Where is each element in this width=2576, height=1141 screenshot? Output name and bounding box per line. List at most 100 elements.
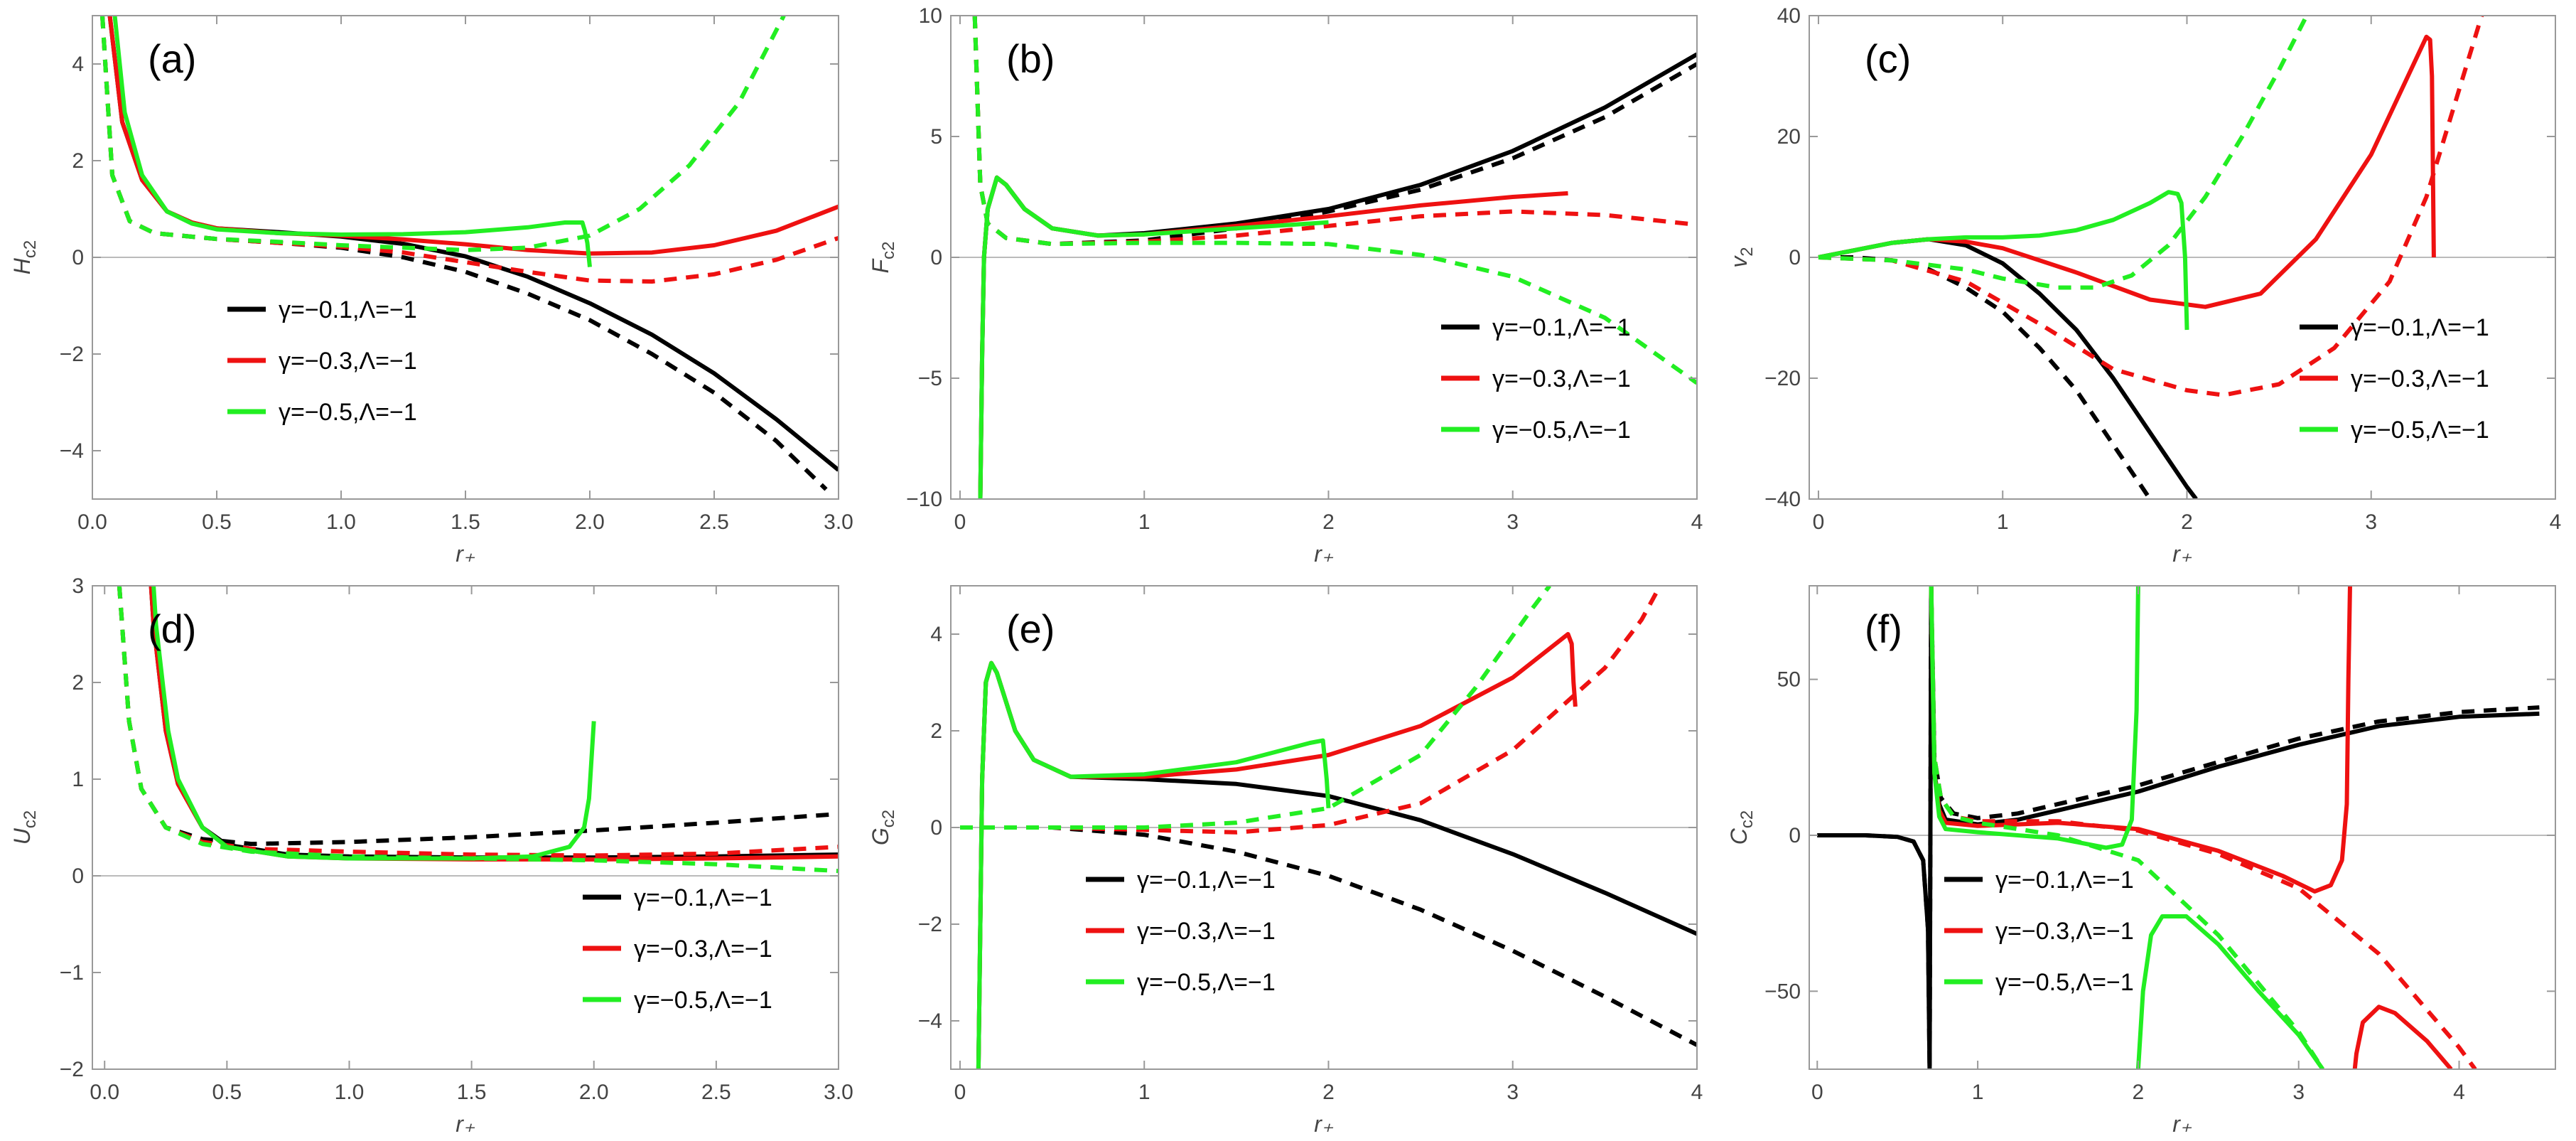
chart-d-ytick-label-4: 2 — [72, 671, 84, 695]
chart-d-xtick-label-1: 0.5 — [212, 1081, 242, 1104]
chart-d-ytick-label-0: −2 — [60, 1058, 84, 1081]
chart-f-svg: 0 1 2 3 4 −50 0 50 r₊ Cc2 (f) γ=−0.1,Λ=−1 γ=−0.3,Λ=−… — [1726, 585, 2556, 1137]
chart-c-xlabel: r₊ — [2172, 541, 2192, 567]
chart-c-series-5 — [1818, 16, 2309, 290]
chart-d-xlabel: r₊ — [456, 1111, 475, 1137]
chart-e-ytick-label-3: 2 — [930, 719, 942, 743]
chart-e-ytick-label-4: 4 — [930, 623, 942, 646]
chart-e-series-2 — [976, 632, 1578, 1069]
chart-b-ylabel: Fc2 — [868, 242, 898, 274]
chart-b-legend-label-2: γ=−0.5,Λ=−1 — [1492, 417, 1631, 444]
chart-c-ytick-label-3: 20 — [1777, 125, 1801, 149]
chart-e-series-1 — [960, 825, 1697, 1047]
chart-c-legend-label-1: γ=−0.3,Λ=−1 — [2351, 365, 2489, 392]
chart-c-xtick-label-4: 4 — [2550, 510, 2562, 534]
chart-a-panel-label: (a) — [148, 36, 196, 81]
chart-f-xlabel: r₊ — [2172, 1111, 2192, 1137]
chart-b-series-5 — [972, 16, 1697, 385]
chart-b-ytick-label-0: −10 — [906, 488, 942, 511]
chart-e-series-0 — [976, 660, 1697, 1069]
chart-a-ytick-label-1: −2 — [60, 343, 84, 366]
chart-a-legend-label-2: γ=−0.5,Λ=−1 — [279, 399, 417, 426]
chart-f-xtick-label-0: 0 — [1811, 1081, 1823, 1104]
chart-d-xtick-label-5: 2.5 — [701, 1081, 731, 1104]
chart-b-xtick-label-4: 4 — [1691, 510, 1703, 534]
chart-d-panel-label: (d) — [148, 606, 196, 651]
chart-e-xtick-label-2: 2 — [1322, 1081, 1335, 1104]
chart-e-xtick-label-3: 3 — [1507, 1081, 1519, 1104]
chart-c-xtick-label-3: 3 — [2365, 510, 2377, 534]
chart-d-xtick-label-2: 1.0 — [335, 1081, 365, 1104]
chart-d-series-2 — [149, 586, 839, 862]
chart-d-legend-label-1: γ=−0.3,Λ=−1 — [634, 936, 772, 963]
chart-e-ytick-label-2: 0 — [930, 816, 942, 840]
chart-a-ytick-label-3: 2 — [72, 149, 84, 173]
chart-d-xtick-label-6: 3.0 — [824, 1081, 853, 1104]
chart-a-xtick-label-4: 2.0 — [575, 510, 605, 534]
chart-f-series-2 — [1929, 586, 2352, 894]
chart-a-legend-label-0: γ=−0.1,Λ=−1 — [279, 296, 417, 323]
chart-e-series-group — [960, 586, 1697, 1069]
chart-f-frame — [1809, 585, 2556, 1070]
chart-f-legend-label-2: γ=−0.5,Λ=−1 — [1995, 969, 2134, 996]
chart-e-ytick-label-1: −2 — [918, 913, 942, 936]
chart-c-panel-label: (c) — [1865, 36, 1911, 81]
chart-a-series-3 — [100, 16, 839, 284]
chart-b-svg: 0 1 2 3 4 −10 −5 0 5 10 r₊ Fc2 (b) γ=−0.1,Λ=−1 γ=−0.3,… — [868, 4, 1703, 567]
chart-a-series-5 — [100, 16, 786, 252]
chart-f-series-group — [1817, 586, 2540, 1069]
chart-c-series-0 — [1818, 237, 2198, 499]
panel-b: 0 1 2 3 4 −10 −5 0 5 10 r₊ Fc2 (b) γ=−0.1,Λ=−1 γ=−0.3,… — [858, 0, 1717, 570]
panel-f: 0 1 2 3 4 −50 0 50 r₊ Cc2 (f) γ=−0.1,Λ=−1 γ=−0.3,Λ=−… — [1717, 570, 2575, 1140]
chart-a-series-group — [100, 16, 839, 491]
chart-e-svg: 0 1 2 3 4 −4 −2 0 2 4 r₊ Gc2 (e) γ=−0.1,Λ=−1 γ=−0.3,Λ=… — [868, 585, 1703, 1137]
panel-d: 0.0 0.5 1.0 1.5 2.0 2.5 3.0 −2 −1 0 1 2 3 r₊ Uc2 (d) γ=−… — [0, 570, 858, 1140]
chart-c-ylabel: v2 — [1726, 247, 1757, 267]
chart-f-series-1 — [1817, 586, 2540, 1069]
chart-a-legend-label-1: γ=−0.3,Λ=−1 — [279, 348, 417, 375]
chart-b-legend-label-0: γ=−0.1,Λ=−1 — [1492, 314, 1631, 341]
chart-c-ytick-label-4: 40 — [1777, 4, 1801, 28]
chart-c-series-4 — [1818, 190, 2189, 331]
chart-e-series-4 — [976, 660, 1331, 1069]
chart-d-ytick-label-1: −1 — [60, 961, 84, 985]
chart-e-xtick-label-0: 0 — [954, 1081, 966, 1104]
chart-d-xtick-label-0: 0.0 — [90, 1081, 119, 1104]
chart-f-legend-label-1: γ=−0.3,Λ=−1 — [1995, 918, 2134, 945]
chart-a-xtick-label-5: 2.5 — [699, 510, 729, 534]
chart-c-series-3 — [1818, 16, 2484, 397]
chart-d-series-1 — [117, 586, 839, 847]
chart-f-ylabel: Cc2 — [1726, 810, 1757, 845]
chart-d-ytick-label-5: 3 — [72, 574, 84, 598]
chart-e-legend-label-1: γ=−0.3,Λ=−1 — [1137, 918, 1276, 945]
chart-c-ytick-label-1: −20 — [1764, 367, 1801, 390]
chart-b-xtick-label-2: 2 — [1322, 510, 1335, 534]
chart-f-series-5 — [1929, 586, 2140, 850]
chart-d-legend-label-2: γ=−0.5,Λ=−1 — [634, 987, 772, 1014]
chart-d-series-0 — [149, 586, 839, 860]
chart-c-series-1 — [1818, 255, 2152, 499]
chart-b-xtick-label-0: 0 — [954, 510, 966, 534]
chart-f-series-7 — [1929, 586, 2325, 1069]
chart-e-ytick-label-0: −4 — [918, 1009, 942, 1033]
chart-e-ylabel: Gc2 — [868, 810, 898, 845]
chart-e-xtick-label-1: 1 — [1138, 1081, 1150, 1104]
chart-d-xtick-label-3: 1.5 — [457, 1081, 487, 1104]
chart-a-ytick-label-2: 0 — [72, 246, 84, 269]
chart-a-xtick-label-2: 1.0 — [326, 510, 356, 534]
chart-e-series-5 — [960, 586, 1551, 830]
chart-d-legend-label-0: γ=−0.1,Λ=−1 — [634, 884, 772, 911]
chart-d-svg: 0.0 0.5 1.0 1.5 2.0 2.5 3.0 −2 −1 0 1 2 3 r₊ Uc2 (d) γ=−… — [9, 574, 853, 1137]
chart-b-panel-label: (b) — [1006, 36, 1055, 81]
chart-b-xtick-label-3: 3 — [1507, 510, 1519, 534]
chart-d-ytick-label-2: 0 — [72, 864, 84, 888]
chart-d-series-group — [117, 586, 839, 874]
chart-c-legend-label-2: γ=−0.5,Λ=−1 — [2351, 417, 2489, 444]
chart-c-legend-label-0: γ=−0.1,Λ=−1 — [2351, 314, 2489, 341]
chart-b-ytick-label-1: −5 — [918, 367, 942, 390]
chart-f-xtick-label-1: 1 — [1972, 1081, 1984, 1104]
chart-c-xtick-label-1: 1 — [1997, 510, 2009, 534]
chart-d-ytick-label-3: 1 — [72, 768, 84, 791]
chart-e-xtick-label-4: 4 — [1691, 1081, 1703, 1104]
chart-a-series-4 — [112, 16, 592, 267]
